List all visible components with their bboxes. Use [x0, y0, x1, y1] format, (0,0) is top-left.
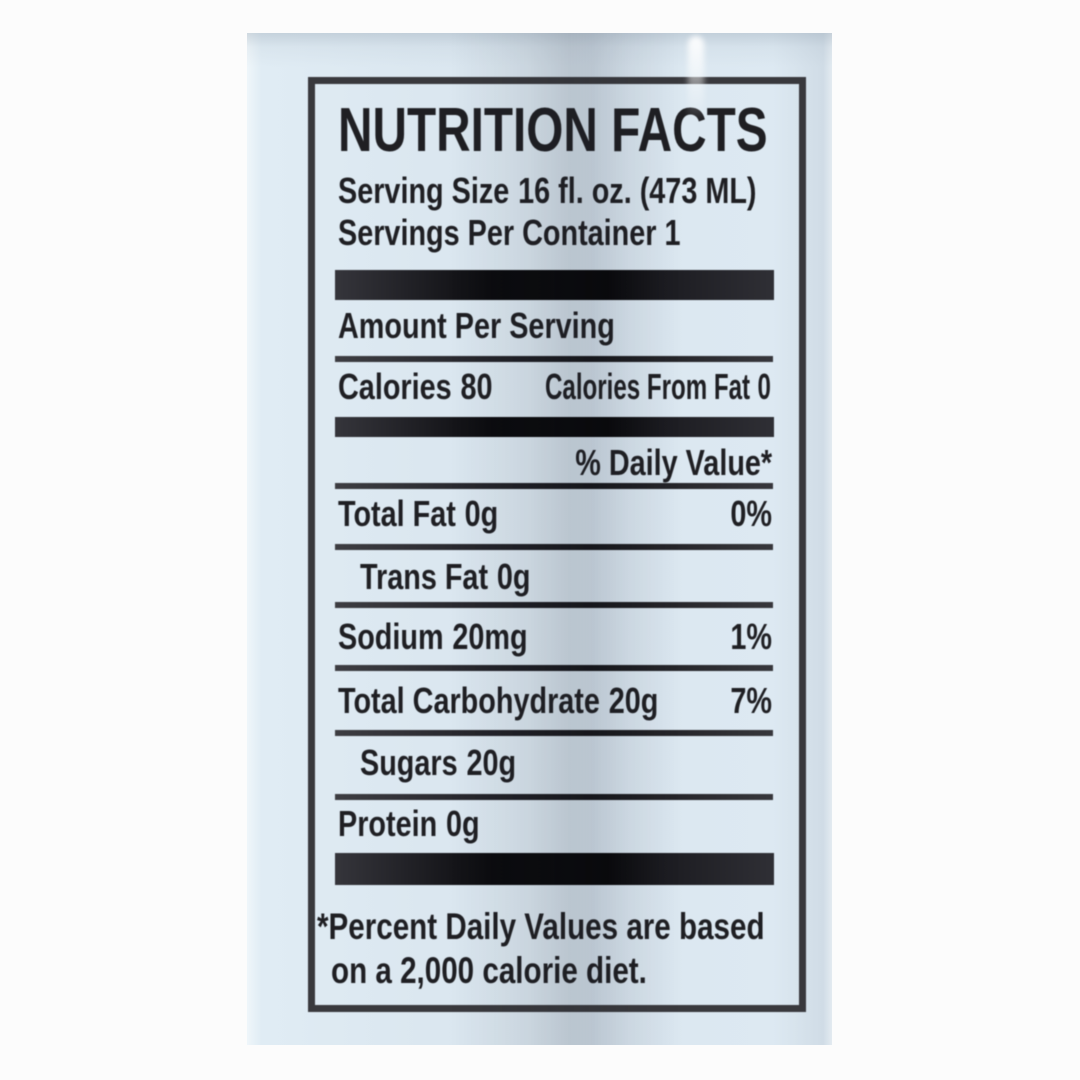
calories-line: Calories 80 Calories From Fat 0: [338, 367, 772, 407]
separator-bar-thick: [335, 270, 774, 300]
serving-size-line: Serving Size 16 fl. oz. (473 ML): [338, 171, 772, 211]
daily-value-header-line: % Daily Value*: [338, 443, 772, 483]
nutrient-amount: 20mg: [452, 616, 528, 657]
calories-from-fat-label: Calories From Fat: [545, 366, 751, 407]
servings-per-container-text: Servings Per Container 1: [338, 212, 681, 253]
nutrient-name: Sugars: [360, 742, 458, 783]
nutrient-name: Protein: [338, 803, 438, 844]
nutrient-amount: 0g: [446, 803, 480, 844]
nutrient-row-protein: Protein 0g: [338, 804, 772, 844]
separator-bar-thick: [335, 853, 774, 885]
separator-rule: [335, 544, 773, 550]
nutrient-amount: 20g: [608, 680, 659, 721]
nutrient-daily-value: 0%: [730, 493, 772, 534]
nutrient-text: Sugars 20g: [360, 743, 516, 783]
separator-rule: [335, 483, 773, 489]
nutrient-row-total-fat: Total Fat 0g 0%: [338, 494, 772, 534]
serving-size-value: 16 fl. oz. (473 ML): [518, 170, 757, 211]
nutrient-text: Total Fat 0g: [338, 494, 498, 534]
nutrition-facts-panel: NUTRITION FACTS Serving Size 16 fl. oz. (…: [308, 77, 806, 1012]
footnote-text: on a 2,000 calorie diet.: [331, 950, 647, 991]
separator-rule: [335, 602, 773, 608]
nutrient-amount: 0g: [496, 556, 531, 597]
calories-text: Calories 80: [338, 367, 493, 407]
separator-rule: [335, 794, 773, 800]
daily-value-header-text: % Daily Value*: [575, 442, 772, 483]
separator-rule: [335, 730, 773, 736]
nutrient-text: Trans Fat 0g: [360, 557, 530, 597]
nutrient-text: Total Carbohydrate 20g: [338, 681, 658, 721]
nutrient-name: Sodium: [338, 616, 444, 657]
calories-label: Calories: [338, 366, 452, 407]
nutrient-name: Trans Fat: [360, 556, 489, 597]
nutrient-name: Total Fat: [338, 493, 456, 534]
glare-highlight: [688, 36, 704, 122]
nutrient-amount: 20g: [466, 742, 517, 783]
nutrient-daily-value: 7%: [730, 680, 772, 721]
nutrient-name: Total Carbohydrate: [338, 680, 600, 721]
amount-per-serving-text: Amount Per Serving: [338, 305, 615, 346]
servings-per-container-line: Servings Per Container 1: [338, 213, 772, 253]
nutrient-daily-value: 1%: [730, 616, 772, 657]
calories-value: 80: [460, 366, 493, 407]
calories-from-fat-value: 0: [757, 366, 771, 407]
serving-size-label: Serving Size: [338, 170, 510, 211]
amount-per-serving-line: Amount Per Serving: [338, 306, 772, 346]
nutrient-row-sugars: Sugars 20g: [360, 743, 772, 783]
nutrient-amount: 0g: [464, 493, 499, 534]
footnote-line-1: *Percent Daily Values are based: [317, 907, 772, 947]
nutrient-row-sodium: Sodium 20mg 1%: [338, 617, 772, 657]
nutrient-row-trans-fat: Trans Fat 0g: [360, 557, 772, 597]
serving-size-text: Serving Size 16 fl. oz. (473 ML): [338, 171, 757, 211]
footnote-line-2: on a 2,000 calorie diet.: [331, 951, 772, 991]
nutrition-facts-content: NUTRITION FACTS Serving Size 16 fl. oz. (…: [315, 84, 799, 1005]
footnote-text: *Percent Daily Values are based: [317, 906, 765, 947]
nutrient-row-total-carbohydrate: Total Carbohydrate 20g 7%: [338, 681, 772, 721]
separator-rule: [335, 665, 773, 671]
nutrient-text: Protein 0g: [338, 804, 480, 844]
separator-rule: [335, 356, 773, 362]
calories-from-fat-text: Calories From Fat 0: [545, 367, 771, 407]
panel-title: NUTRITION FACTS: [338, 100, 896, 162]
separator-bar-thick: [335, 417, 774, 437]
nutrient-text: Sodium 20mg: [338, 617, 528, 657]
